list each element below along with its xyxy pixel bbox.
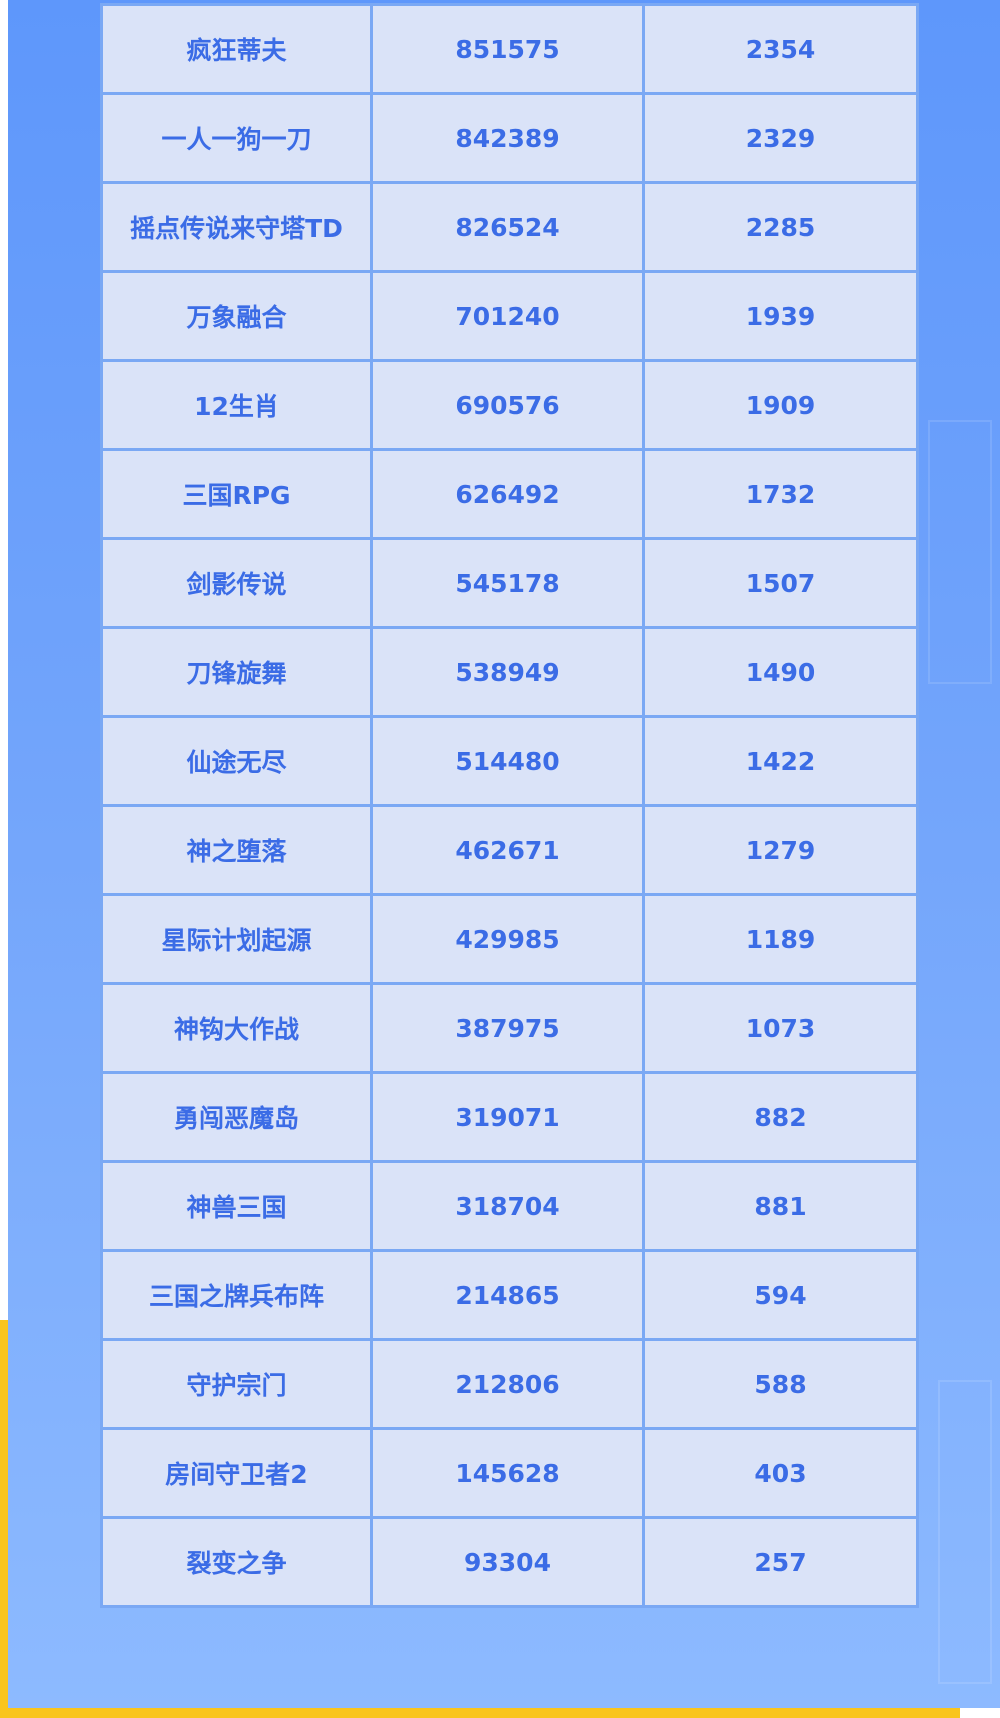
game-name-cell: 神钩大作战 — [100, 982, 373, 1074]
count-cell: 403 — [642, 1427, 919, 1519]
count-cell: 881 — [642, 1160, 919, 1252]
count-cell: 882 — [642, 1071, 919, 1163]
count-cell: 1490 — [642, 626, 919, 718]
table-row: 一人一狗一刀 842389 2329 — [100, 92, 919, 184]
table-row: 疯狂蒂夫 851575 2354 — [100, 3, 919, 95]
count-cell: 257 — [642, 1516, 919, 1608]
value-cell: 826524 — [370, 181, 645, 273]
count-cell: 1189 — [642, 893, 919, 985]
game-name-cell: 刀锋旋舞 — [100, 626, 373, 718]
table-row: 房间守卫者2 145628 403 — [100, 1427, 919, 1519]
count-cell: 2329 — [642, 92, 919, 184]
value-cell: 514480 — [370, 715, 645, 807]
game-name-cell: 三国RPG — [100, 448, 373, 540]
value-cell: 538949 — [370, 626, 645, 718]
value-cell: 690576 — [370, 359, 645, 451]
table-row: 星际计划起源 429985 1189 — [100, 893, 919, 985]
value-cell: 319071 — [370, 1071, 645, 1163]
game-name-cell: 摇点传说来守塔TD — [100, 181, 373, 273]
table-row: 神钩大作战 387975 1073 — [100, 982, 919, 1074]
table-row: 神之堕落 462671 1279 — [100, 804, 919, 896]
value-cell: 429985 — [370, 893, 645, 985]
yellow-frame-left — [0, 1320, 10, 1718]
count-cell: 594 — [642, 1249, 919, 1341]
table-row: 裂变之争 93304 257 — [100, 1516, 919, 1608]
value-cell: 214865 — [370, 1249, 645, 1341]
table-row: 神兽三国 318704 881 — [100, 1160, 919, 1252]
table-row: 剑影传说 545178 1507 — [100, 537, 919, 629]
value-cell: 145628 — [370, 1427, 645, 1519]
value-cell: 93304 — [370, 1516, 645, 1608]
table-row: 万象融合 701240 1939 — [100, 270, 919, 362]
game-name-cell: 12生肖 — [100, 359, 373, 451]
game-name-cell: 守护宗门 — [100, 1338, 373, 1430]
table-row: 仙途无尽 514480 1422 — [100, 715, 919, 807]
game-name-cell: 疯狂蒂夫 — [100, 3, 373, 95]
value-cell: 842389 — [370, 92, 645, 184]
count-cell: 1279 — [642, 804, 919, 896]
table-row: 守护宗门 212806 588 — [100, 1338, 919, 1430]
game-name-cell: 裂变之争 — [100, 1516, 373, 1608]
count-cell: 2354 — [642, 3, 919, 95]
value-cell: 318704 — [370, 1160, 645, 1252]
yellow-frame-bottom — [0, 1708, 960, 1718]
game-name-cell: 剑影传说 — [100, 537, 373, 629]
count-cell: 2285 — [642, 181, 919, 273]
value-cell: 851575 — [370, 3, 645, 95]
decor-frame — [928, 420, 992, 684]
count-cell: 1507 — [642, 537, 919, 629]
game-name-cell: 勇闯恶魔岛 — [100, 1071, 373, 1163]
game-name-cell: 神之堕落 — [100, 804, 373, 896]
table-row: 三国之牌兵布阵 214865 594 — [100, 1249, 919, 1341]
table-row: 12生肖 690576 1909 — [100, 359, 919, 451]
value-cell: 701240 — [370, 270, 645, 362]
table-row: 刀锋旋舞 538949 1490 — [100, 626, 919, 718]
table-row: 勇闯恶魔岛 319071 882 — [100, 1071, 919, 1163]
count-cell: 1732 — [642, 448, 919, 540]
table-row: 三国RPG 626492 1732 — [100, 448, 919, 540]
game-name-cell: 星际计划起源 — [100, 893, 373, 985]
game-name-cell: 一人一狗一刀 — [100, 92, 373, 184]
value-cell: 212806 — [370, 1338, 645, 1430]
table-row: 摇点传说来守塔TD 826524 2285 — [100, 181, 919, 273]
game-name-cell: 万象融合 — [100, 270, 373, 362]
count-cell: 1422 — [642, 715, 919, 807]
count-cell: 588 — [642, 1338, 919, 1430]
count-cell: 1073 — [642, 982, 919, 1074]
value-cell: 462671 — [370, 804, 645, 896]
value-cell: 387975 — [370, 982, 645, 1074]
game-name-cell: 三国之牌兵布阵 — [100, 1249, 373, 1341]
game-name-cell: 神兽三国 — [100, 1160, 373, 1252]
decor-frame — [938, 1380, 992, 1684]
game-name-cell: 仙途无尽 — [100, 715, 373, 807]
value-cell: 545178 — [370, 537, 645, 629]
ranking-table: 疯狂蒂夫 851575 2354 一人一狗一刀 842389 2329 摇点传说来守塔TD 8… — [100, 3, 919, 1608]
count-cell: 1909 — [642, 359, 919, 451]
value-cell: 626492 — [370, 448, 645, 540]
game-name-cell: 房间守卫者2 — [100, 1427, 373, 1519]
count-cell: 1939 — [642, 270, 919, 362]
